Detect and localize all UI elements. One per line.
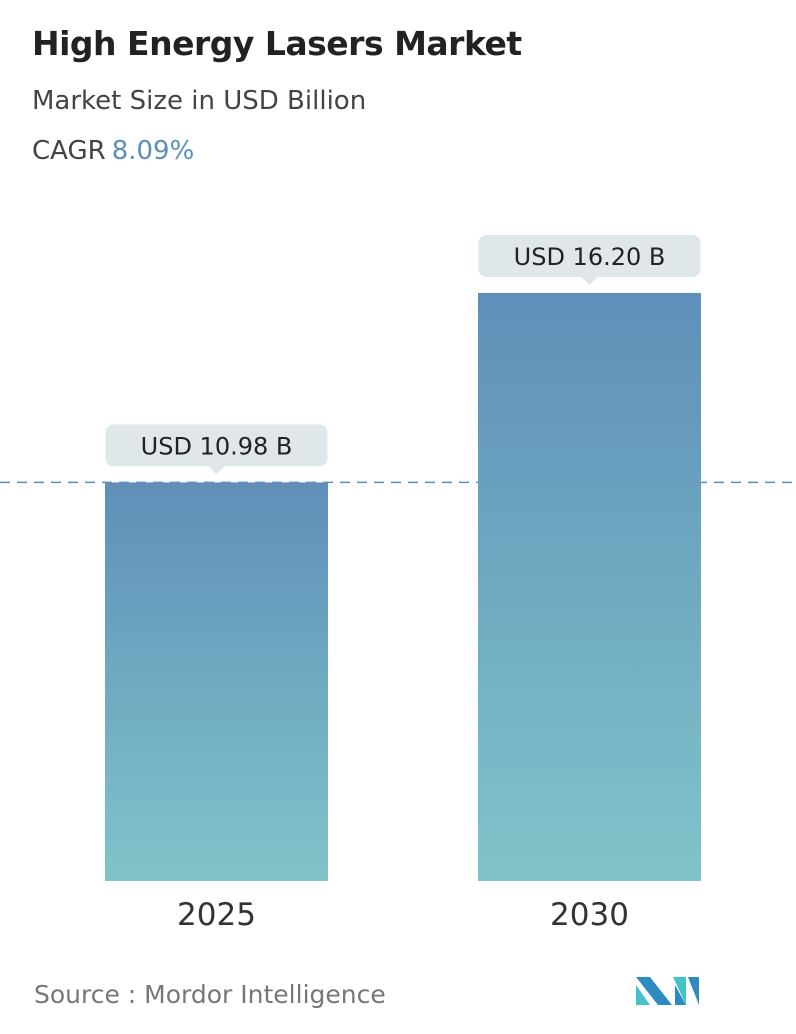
data-label-bg: [105, 424, 328, 467]
data-label: USD 10.98 B: [141, 432, 293, 460]
data-label: USD 16.20 B: [514, 243, 666, 271]
chart-title: High Energy Lasers Market: [32, 24, 522, 63]
data-label-pointer: [581, 276, 598, 285]
chart-subtitle: Market Size in USD Billion: [32, 86, 367, 116]
cagr-label: CAGR: [32, 136, 106, 166]
cagr-value: 8.09%: [111, 136, 195, 166]
x-tick-label: 2025: [177, 897, 256, 933]
bar-2025: [105, 482, 328, 881]
bar-2030: [478, 292, 701, 881]
cagr: CAGR 8.09%: [32, 136, 194, 166]
data-label-bg: [478, 234, 701, 277]
source-text: Source : Mordor Intelligence: [34, 980, 386, 1009]
x-tick-label: 2030: [550, 897, 629, 933]
data-label-pointer: [208, 466, 225, 475]
